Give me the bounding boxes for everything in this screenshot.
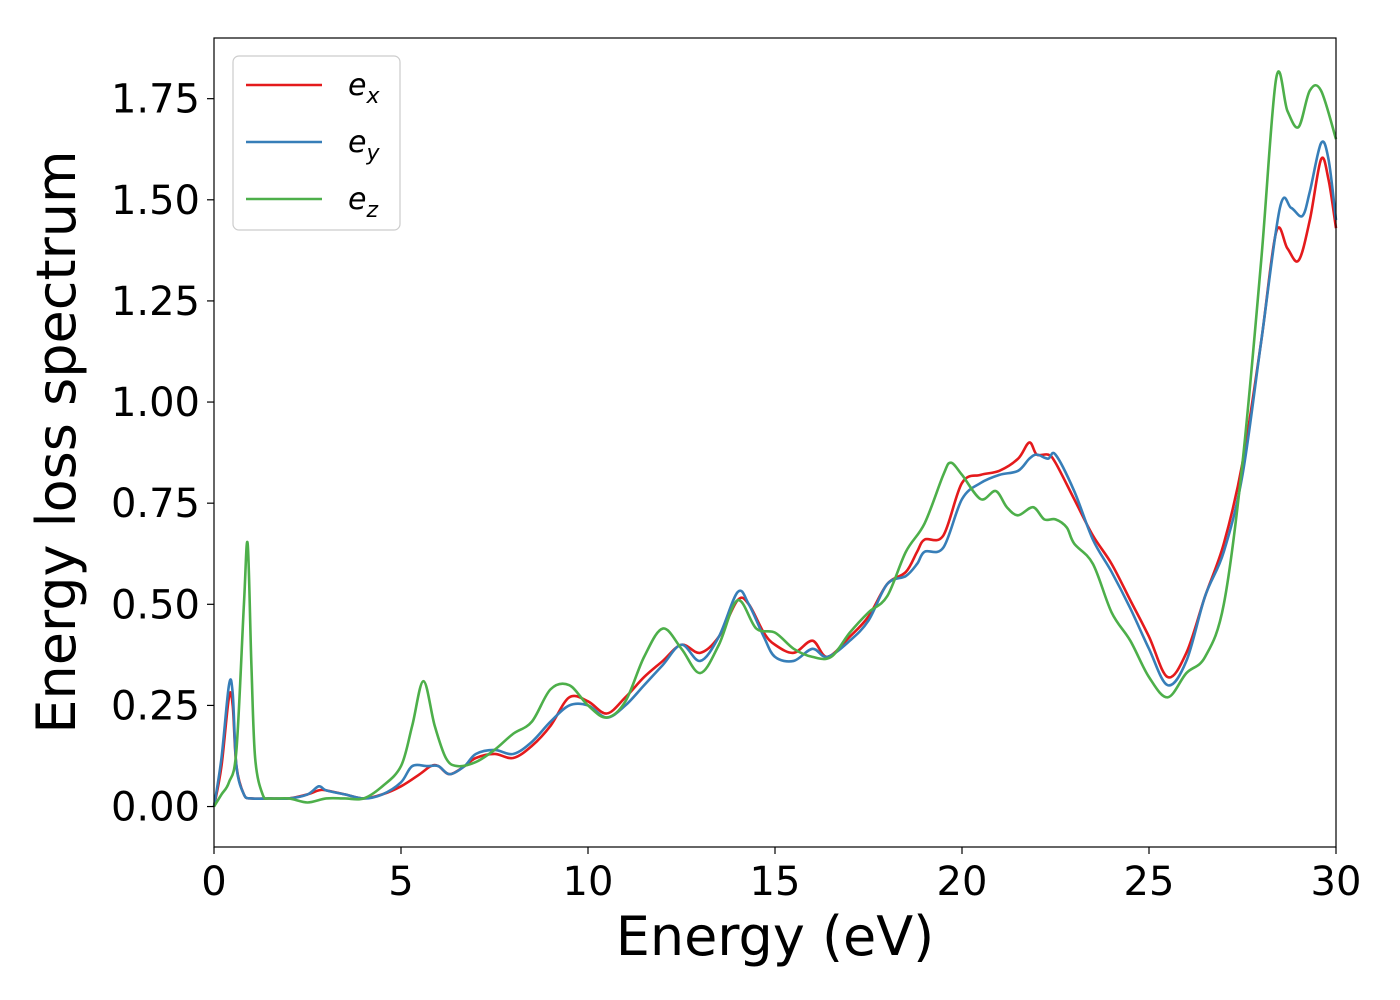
x-tick-label: 20 xyxy=(937,859,988,905)
y-tick-label: 1.00 xyxy=(111,380,200,426)
y-tick-label: 0.00 xyxy=(111,785,200,831)
y-axis-ticks: 0.00 0.25 0.50 0.75 1.00 1.25 1.50 1.75 xyxy=(111,77,214,831)
x-tick-label: 25 xyxy=(1124,859,1175,905)
x-tick-label: 15 xyxy=(750,859,801,905)
y-tick-label: 0.75 xyxy=(111,481,200,527)
y-tick-label: 1.25 xyxy=(111,279,200,325)
legend: ex ey ez xyxy=(232,55,401,231)
y-tick-label: 1.50 xyxy=(111,178,200,224)
y-tick-label: 0.25 xyxy=(111,683,200,729)
series-line-e-z xyxy=(212,70,1338,808)
x-tick-label: 0 xyxy=(201,859,226,905)
y-tick-label: 1.75 xyxy=(111,77,200,123)
x-tick-label: 30 xyxy=(1311,859,1362,905)
y-axis-title: Energy loss spectrum xyxy=(25,150,88,733)
x-tick-label: 5 xyxy=(388,859,413,905)
x-tick-label: 10 xyxy=(563,859,614,905)
series-line-e-y xyxy=(212,140,1338,807)
legend-label-e-y: ey xyxy=(348,125,380,166)
y-tick-label: 0.50 xyxy=(111,582,200,628)
legend-label-e-x: ex xyxy=(348,68,380,109)
x-axis-ticks: 0 5 10 15 20 25 30 xyxy=(201,847,1361,905)
legend-label-e-z: ez xyxy=(348,182,378,223)
x-axis-title: Energy (eV) xyxy=(616,905,935,968)
series-lines xyxy=(212,70,1338,808)
